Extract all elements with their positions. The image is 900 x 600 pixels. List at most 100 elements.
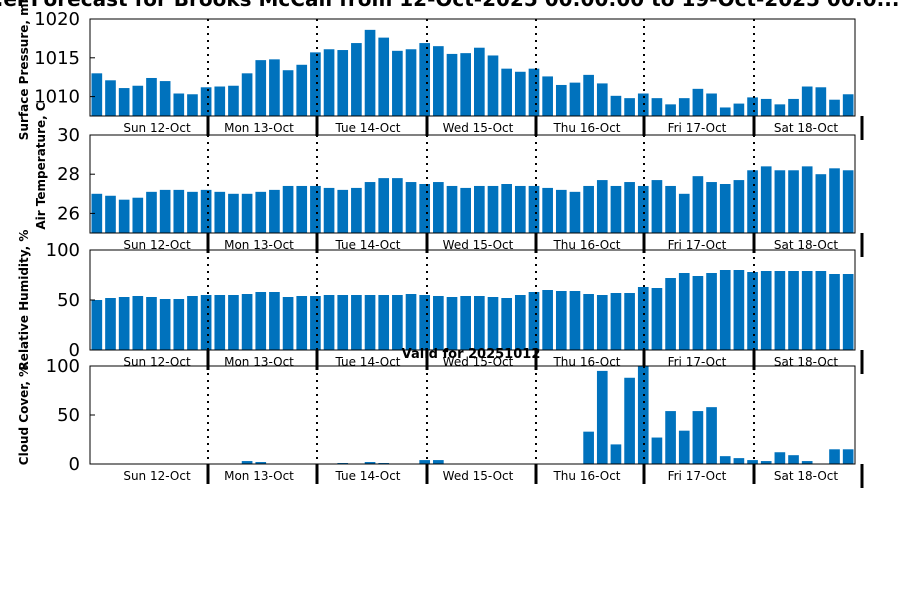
surface-pressure-bar <box>788 98 799 116</box>
air-temperature-bar <box>378 178 390 233</box>
air-temperature-bar <box>296 185 308 233</box>
surface-pressure-bar <box>392 50 403 116</box>
surface-pressure-bar <box>651 98 663 116</box>
relative-humidity-xtick-label: Sun 12-Oct <box>123 355 191 369</box>
cloud-cover-ylabel: Cloud Cover, % <box>17 365 31 465</box>
cloud-cover-ytick-label: 50 <box>57 405 80 426</box>
cloud-cover-bar <box>788 455 799 464</box>
relative-humidity-bar <box>228 295 239 350</box>
air-temperature-bar <box>501 184 512 233</box>
relative-humidity-bar <box>692 276 704 350</box>
relative-humidity-bar <box>842 274 854 350</box>
surface-pressure-bar <box>269 59 280 116</box>
surface-pressure-bar <box>433 46 444 116</box>
relative-humidity-bar <box>801 271 813 350</box>
air-temperature-xtick-label: Wed 15-Oct <box>443 238 514 252</box>
relative-humidity-bar <box>446 297 458 350</box>
air-temperature-bar <box>132 197 144 233</box>
surface-pressure-bar <box>801 86 813 116</box>
cloud-cover-bar <box>719 456 731 464</box>
relative-humidity-bar <box>624 293 635 350</box>
relative-humidity-bar <box>528 292 540 350</box>
air-temperature-ylabel: Air Temperature, C <box>34 102 48 230</box>
air-temperature-xtick-label: Tue 14-Oct <box>335 238 401 252</box>
cloud-cover-bar <box>651 437 663 464</box>
relative-humidity-bar <box>105 298 116 350</box>
air-temperature-bar <box>433 182 444 233</box>
cloud-cover-ytick-label: 0 <box>69 454 80 475</box>
surface-pressure-xtick-label: Fri 17-Oct <box>668 121 727 135</box>
relative-humidity-bar <box>460 296 471 350</box>
air-temperature-bar <box>542 187 553 233</box>
relative-humidity-ytick-label: 100 <box>46 240 80 261</box>
relative-humidity-bar <box>665 278 676 350</box>
surface-pressure-bar <box>747 97 758 116</box>
air-temperature-bar <box>214 191 226 233</box>
cloud-cover-bar <box>433 460 444 464</box>
air-temperature-bar <box>788 170 799 233</box>
cloud-cover-bar <box>747 460 758 464</box>
air-temperature-bar <box>187 191 198 233</box>
surface-pressure-bar <box>583 74 594 116</box>
cloud-cover-bar <box>829 449 840 464</box>
relative-humidity-bar <box>501 298 512 350</box>
surface-pressure-bar <box>228 85 239 116</box>
air-temperature-bar <box>255 191 267 233</box>
air-temperature-bar <box>200 189 212 233</box>
relative-humidity-bar <box>378 295 390 350</box>
air-temperature-bar <box>514 185 526 233</box>
surface-pressure-bar <box>719 107 731 116</box>
air-temperature-bar <box>528 185 540 233</box>
cloud-cover-xtick-label: Sat 18-Oct <box>774 469 838 483</box>
air-temperature-axes-frame <box>89 134 856 234</box>
surface-pressure-bar <box>200 87 212 116</box>
cloud-cover-bar <box>774 452 786 464</box>
air-temperature-bar <box>146 191 157 233</box>
air-temperature-panel: 26 28 30 Sun 12-Oct Mon 13-Oct Tue 14-Oct Wed … <box>34 102 864 257</box>
relative-humidity-bar <box>678 273 690 350</box>
relative-humidity-panel: 0 50 100 Sun 12-Oct Mon 13-Oct Tue 14-Oct Wed … <box>17 230 864 374</box>
cloud-cover-bar <box>678 430 690 464</box>
air-temperature-bar <box>637 185 649 233</box>
relative-humidity-bar <box>159 299 171 350</box>
relative-humidity-bar <box>706 273 717 350</box>
relative-humidity-bar <box>146 297 157 350</box>
surface-pressure-ylabel: Surface Pressure, mb <box>17 0 31 140</box>
air-temperature-ytick-label: 30 <box>57 125 80 146</box>
relative-humidity-bar <box>296 296 308 350</box>
surface-pressure-bar <box>118 88 130 116</box>
air-temperature-bar <box>487 185 499 233</box>
surface-pressure-bar <box>378 37 390 117</box>
cloud-cover-bar <box>364 462 376 464</box>
surface-pressure-bar <box>323 49 335 117</box>
air-temperature-bar <box>719 184 731 233</box>
relative-humidity-bar <box>255 292 267 350</box>
air-temperature-bar <box>351 187 362 233</box>
cloud-cover-bar <box>596 370 608 464</box>
air-temperature-xtick-label: Sat 18-Oct <box>774 238 838 252</box>
surface-pressure-bar <box>419 43 431 117</box>
surface-pressure-bar <box>596 83 608 116</box>
surface-pressure-xtick-label: Mon 13-Oct <box>224 121 294 135</box>
relative-humidity-bar <box>610 293 622 350</box>
relative-humidity-bar <box>269 292 280 350</box>
relative-humidity-xtick-label: Sat 18-Oct <box>774 355 838 369</box>
relative-humidity-bar <box>733 270 745 350</box>
relative-humidity-ylabel: Relative Humidity, % <box>17 230 31 371</box>
air-temperature-bar <box>760 166 772 233</box>
surface-pressure-bar <box>310 52 321 116</box>
air-temperature-bar <box>733 180 745 233</box>
relative-humidity-xtick-label: Tue 14-Oct <box>335 355 401 369</box>
surface-pressure-bar <box>146 77 157 116</box>
surface-pressure-bar <box>569 82 581 116</box>
relative-humidity-bar <box>596 295 608 350</box>
air-temperature-bar <box>774 170 786 233</box>
cloud-cover-ytick-label: 100 <box>46 356 80 377</box>
surface-pressure-panel: 1010 1015 1020 Sun 12-Oct Mon 13-Oct Tue 14-O… <box>17 0 864 140</box>
air-temperature-bar <box>692 176 704 233</box>
surface-pressure-bar <box>159 81 171 116</box>
relative-humidity-ytick-label: 0 <box>69 340 80 361</box>
air-temperature-bar <box>282 185 294 233</box>
relative-humidity-bar <box>91 300 103 350</box>
relative-humidity-bar <box>651 288 663 350</box>
